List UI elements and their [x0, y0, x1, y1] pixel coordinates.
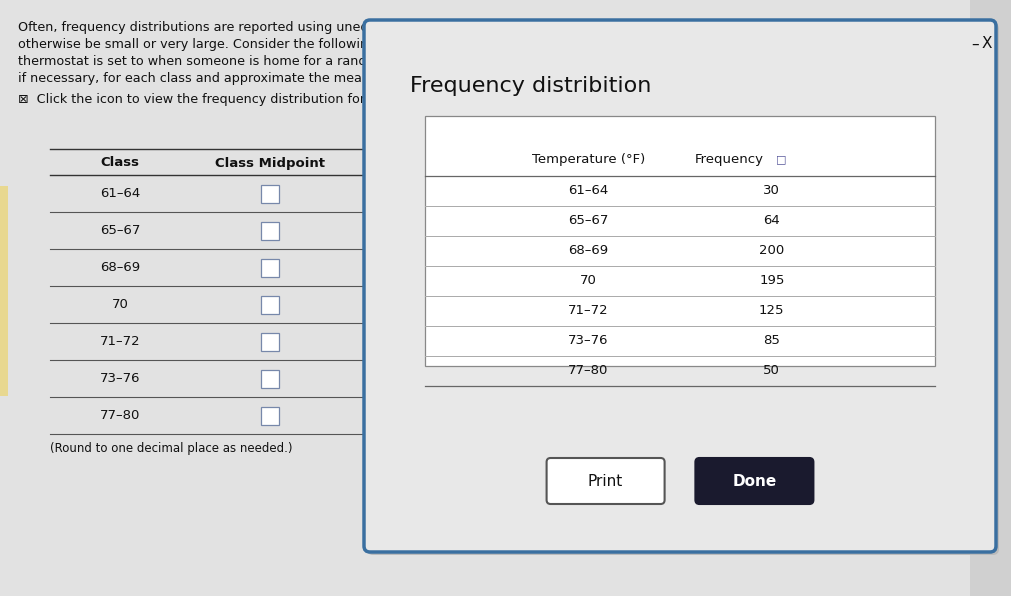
Text: Temperature (°F): Temperature (°F) — [531, 153, 644, 166]
Text: Done: Done — [732, 473, 775, 489]
Text: (Round to one decimal place as needed.): (Round to one decimal place as needed.) — [50, 442, 292, 455]
Text: 77–80: 77–80 — [567, 365, 608, 377]
FancyBboxPatch shape — [546, 458, 664, 504]
FancyBboxPatch shape — [367, 23, 998, 555]
Text: ⊠  Click the icon to view the frequency distribution for the daytime household t: ⊠ Click the icon to view the frequency d… — [18, 93, 605, 106]
Text: 77–80: 77–80 — [100, 409, 141, 422]
Text: 195: 195 — [758, 275, 784, 287]
Bar — [261, 222, 279, 240]
Bar — [261, 259, 279, 277]
Text: Class Midpoint: Class Midpoint — [214, 157, 325, 169]
Text: 65–67: 65–67 — [567, 215, 608, 228]
Text: Frequency: Frequency — [695, 153, 763, 166]
Text: thermostat is set to when someone is home for a random sample of 749 households.: thermostat is set to when someone is hom… — [18, 55, 760, 68]
Text: Print: Print — [587, 473, 623, 489]
Text: 70: 70 — [111, 298, 128, 311]
Text: 65–67: 65–67 — [100, 224, 141, 237]
Bar — [261, 296, 279, 313]
Text: X: X — [981, 36, 991, 51]
Text: –: – — [971, 36, 978, 51]
Text: 71–72: 71–72 — [567, 305, 608, 318]
Text: 200: 200 — [758, 244, 784, 257]
Text: if necessary, for each class and approximate the mean and standard deviation tem: if necessary, for each class and approxi… — [18, 72, 611, 85]
Text: 125: 125 — [758, 305, 784, 318]
Bar — [0, 186, 8, 396]
Text: 50: 50 — [762, 365, 779, 377]
Text: Frequency distribition: Frequency distribition — [409, 76, 651, 96]
Text: 85: 85 — [762, 334, 779, 347]
Text: □: □ — [775, 154, 786, 164]
Text: 30: 30 — [762, 185, 779, 197]
Text: 73–76: 73–76 — [567, 334, 608, 347]
FancyBboxPatch shape — [695, 458, 813, 504]
Text: 64: 64 — [762, 215, 779, 228]
Text: 68–69: 68–69 — [100, 261, 140, 274]
Text: 73–76: 73–76 — [100, 372, 141, 385]
Bar — [261, 333, 279, 350]
Text: 71–72: 71–72 — [100, 335, 141, 348]
Bar — [261, 406, 279, 424]
FancyBboxPatch shape — [364, 20, 995, 552]
Bar — [969, 0, 1011, 596]
Text: Class: Class — [100, 157, 140, 169]
Text: Often, frequency distributions are reported using unequal class widths because t: Often, frequency distributions are repor… — [18, 21, 776, 34]
Text: 61–64: 61–64 — [100, 187, 140, 200]
Text: 68–69: 68–69 — [567, 244, 608, 257]
Text: h: h — [983, 21, 991, 34]
Text: 61–64: 61–64 — [567, 185, 608, 197]
Text: otherwise be small or very large. Consider the following data, which represent t: otherwise be small or very large. Consid… — [18, 38, 780, 51]
Bar — [261, 370, 279, 387]
Bar — [425, 116, 934, 366]
Bar — [261, 185, 279, 203]
Text: 70: 70 — [579, 275, 596, 287]
